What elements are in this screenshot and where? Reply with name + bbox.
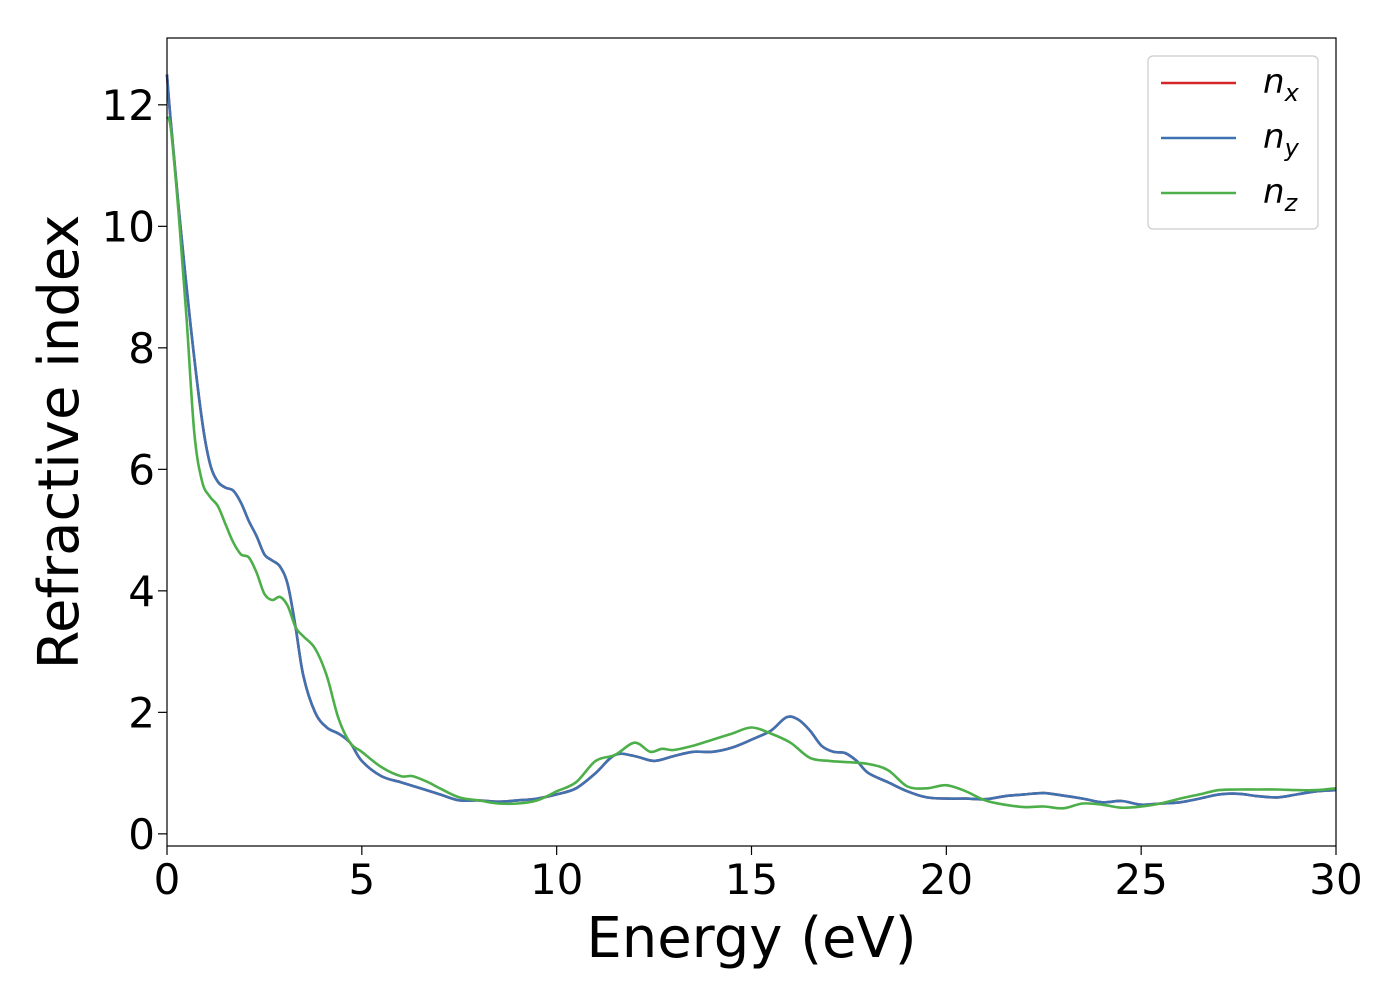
x-tick-label: 20 — [920, 855, 973, 904]
legend-label-ny: ny — [1263, 117, 1300, 162]
series-line-ny — [165, 74, 1337, 807]
y-tick-label: 0 — [128, 810, 155, 859]
legend-label-nx: nx — [1263, 62, 1300, 107]
x-axis-ticks: 0 5 10 15 20 25 30 — [154, 846, 1363, 904]
legend: nx ny nz — [1147, 55, 1319, 230]
y-tick-label: 10 — [102, 202, 155, 251]
y-tick-label: 12 — [102, 81, 155, 130]
y-tick-label: 6 — [128, 445, 155, 494]
x-axis-label: Energy (eV) — [586, 906, 916, 971]
x-tick-label: 0 — [154, 855, 181, 904]
x-tick-label: 5 — [348, 855, 375, 904]
legend-label-nz: nz — [1263, 172, 1299, 217]
y-axis-label: Refractive index — [27, 215, 92, 670]
plot-lines — [165, 74, 1337, 810]
x-tick-label: 25 — [1114, 855, 1167, 904]
legend-entries: nx ny nz — [1161, 62, 1300, 217]
y-tick-label: 8 — [128, 324, 155, 373]
series-line-nz — [165, 116, 1337, 810]
x-tick-label: 10 — [530, 855, 583, 904]
x-tick-label: 30 — [1309, 855, 1362, 904]
x-tick-label: 15 — [725, 855, 778, 904]
y-tick-label: 2 — [128, 688, 155, 737]
y-tick-label: 4 — [128, 567, 155, 616]
y-axis-ticks: 0 2 4 6 8 10 12 — [102, 81, 167, 859]
legend-box — [1147, 55, 1319, 230]
